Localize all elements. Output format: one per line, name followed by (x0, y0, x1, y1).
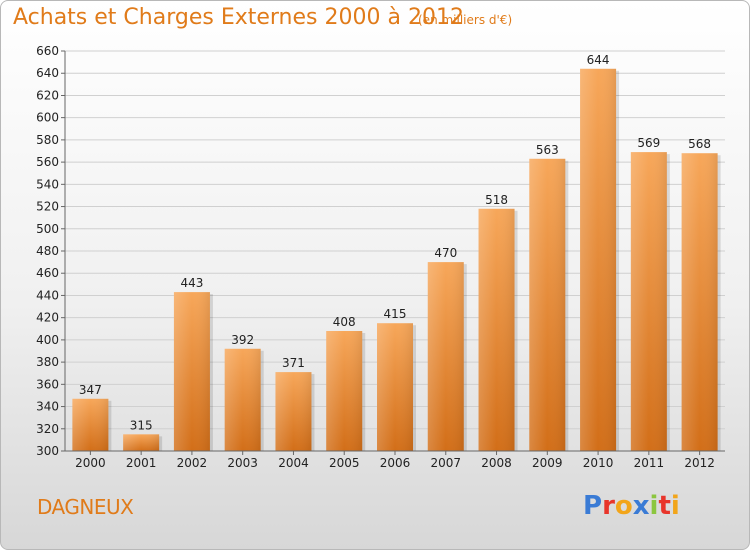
logo-letter: t (658, 491, 671, 521)
y-tick-label: 380 (36, 355, 59, 369)
bar-highlight (72, 398, 109, 451)
y-tick-label: 560 (36, 155, 59, 169)
y-tick-label: 320 (36, 422, 59, 436)
y-tick-label: 420 (36, 311, 59, 325)
chart-subtitle: (en milliers d'€) (418, 13, 513, 27)
bar-highlight (224, 348, 261, 451)
y-tick-label: 500 (36, 222, 59, 236)
bar-highlight (478, 208, 515, 451)
bar-highlight (427, 262, 464, 451)
bar-highlight (123, 434, 160, 451)
data-label: 315 (130, 418, 153, 432)
y-tick-label: 340 (36, 400, 59, 414)
y-tick-label: 360 (36, 377, 59, 391)
data-label: 392 (231, 333, 254, 347)
bars: 347 315 443 392 371 408 415 470 518 563 644 569 568 (72, 53, 721, 452)
y-tick-label: 520 (36, 200, 59, 214)
data-label: 518 (485, 193, 508, 207)
proxiti-logo[interactable]: Proxiti (583, 491, 680, 521)
data-label: 569 (637, 136, 660, 150)
bar-highlight (275, 372, 312, 451)
bar-highlight (326, 331, 363, 451)
y-tick-label: 460 (36, 266, 59, 280)
y-tick-label: 580 (36, 133, 59, 147)
x-tick-label: 2004 (278, 456, 309, 470)
y-tick-label: 620 (36, 88, 59, 102)
logo-letter: i (670, 491, 680, 521)
chart-title: Achats et Charges Externes 2000 à 2012 (13, 5, 464, 30)
bar-highlight (681, 153, 718, 451)
y-tick-label: 400 (36, 333, 59, 347)
bar-highlight (173, 292, 210, 451)
x-tick-label: 2012 (684, 456, 715, 470)
data-label: 347 (79, 383, 102, 397)
data-label: 568 (688, 137, 711, 151)
logo-letter: x (632, 491, 650, 521)
x-tick-label: 2006 (380, 456, 411, 470)
data-label: 371 (282, 356, 305, 370)
x-tick-label: 2005 (329, 456, 360, 470)
data-label: 443 (180, 276, 203, 290)
x-tick-label: 2000 (75, 456, 106, 470)
x-tick-label: 2002 (177, 456, 208, 470)
y-tick-label: 600 (36, 111, 59, 125)
logo-letter: o (614, 491, 633, 521)
x-tick-label: 2010 (583, 456, 614, 470)
y-tick-label: 540 (36, 177, 59, 191)
bar-highlight (580, 68, 617, 452)
data-label: 415 (384, 307, 407, 321)
data-label: 563 (536, 143, 559, 157)
data-label: 408 (333, 315, 356, 329)
x-tick-label: 2009 (532, 456, 563, 470)
bar-highlight (377, 323, 413, 451)
x-tick-label: 2001 (126, 456, 157, 470)
y-tick-label: 640 (36, 66, 59, 80)
x-axis: 2000 2001 2002 2003 2004 2005 2006 2007 2008 2009… (65, 450, 725, 470)
bar-highlight (529, 158, 566, 451)
y-tick-label: 480 (36, 244, 59, 258)
x-tick-label: 2011 (634, 456, 665, 470)
x-tick-label: 2003 (227, 456, 258, 470)
y-axis: 300 320 340 360 380 400 420 440 460 480 500 520 540 5… (36, 44, 66, 458)
logo-letter: r (602, 491, 615, 521)
x-tick-label: 2007 (430, 456, 461, 470)
y-tick-label: 300 (36, 444, 59, 458)
data-label: 470 (434, 246, 457, 260)
logo-letter: i (649, 491, 659, 521)
y-tick-label: 660 (36, 44, 59, 58)
logo-letter: P (583, 491, 603, 521)
bar-highlight (630, 152, 667, 451)
city-name: DAGNEUX (37, 495, 134, 519)
x-tick-label: 2008 (481, 456, 512, 470)
y-tick-label: 440 (36, 288, 59, 302)
data-label: 644 (587, 53, 610, 67)
